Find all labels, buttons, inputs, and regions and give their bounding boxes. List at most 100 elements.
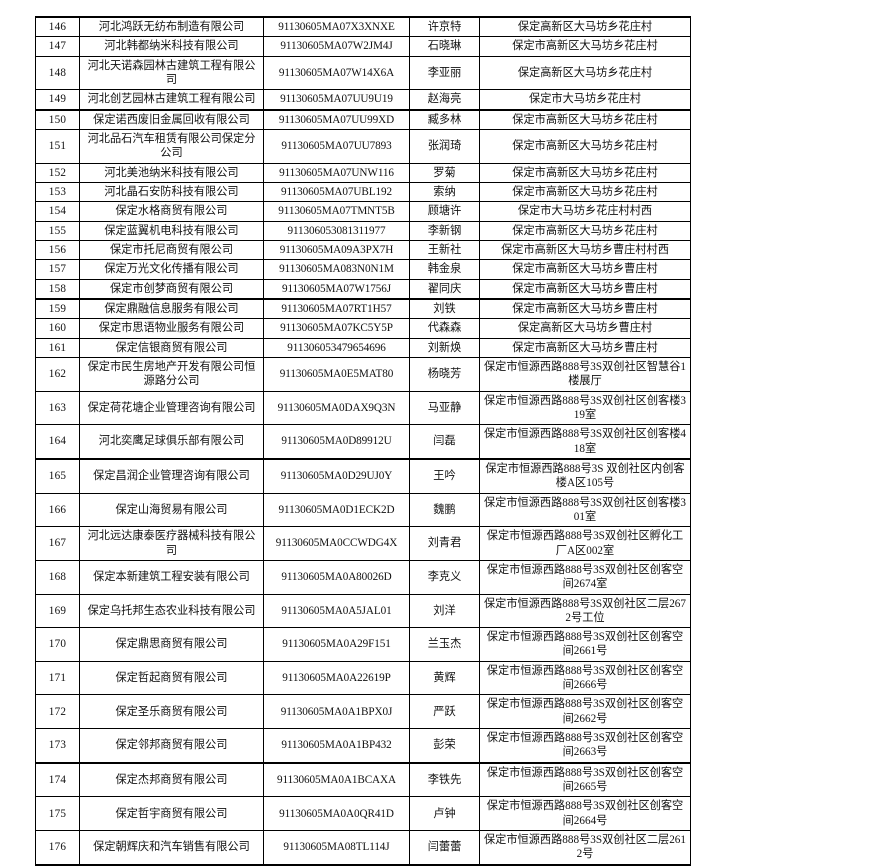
cell-company-name: 保定万光文化传播有限公司 [79,259,264,280]
cell-legal-person: 李新钢 [409,220,480,241]
cell-credit-code: 91130605MA0A1BCAXA [263,761,410,798]
cell-company-name: 保定哲宇商贸有限公司 [79,796,264,832]
cell-credit-code: 91130605MA07UBL192 [263,181,410,203]
table-row: 160 保定市思语物业服务有限公司 91130605MA07KC5Y5P 代森森 保定高… [35,318,691,339]
table-row: 174 保定杰邦商贸有限公司 91130605MA0A1BCAXA 李铁先 保定市恒源西… [35,761,691,798]
cell-company-name: 河北鸿跃无纺布制造有限公司 [79,16,264,38]
cell-legal-person: 杨晓芳 [409,356,480,392]
cell-credit-code: 91130605MA0A80026D [263,559,410,595]
cell-company-name: 河北韩都纳米科技有限公司 [79,36,264,57]
cell-credit-code: 91130605MA07RT1H57 [263,297,410,320]
cell-legal-person: 许京特 [409,16,480,38]
cell-credit-code: 91130605MA0A1BP432 [263,728,410,764]
cell-credit-code: 91130605MA07W1756J [263,278,410,300]
cell-index: 148 [35,55,80,91]
cell-credit-code: 91130605MA083N0N1M [263,259,410,280]
cell-address: 保定市恒源西路888号3S双创社区创客空间2661号 [479,627,691,662]
cell-index: 164 [35,424,80,460]
cell-address: 保定市恒源西路888号3S双创社区创客空间2664号 [479,796,691,832]
cell-credit-code: 91130605MA0A22619P [263,660,410,696]
cell-index: 162 [35,356,80,392]
cell-index: 156 [35,239,80,261]
cell-legal-person: 王新社 [409,239,480,261]
cell-credit-code: 91130605MA07W14X6A [263,55,410,91]
table-row: 164 河北奕鹰足球俱乐部有限公司 91130605MA0D89912U 闫磊 保定市恒… [35,424,691,460]
cell-legal-person: 刘洋 [409,593,480,629]
cell-company-name: 保定本新建筑工程安装有限公司 [79,559,264,595]
cell-legal-person: 罗菊 [409,162,480,183]
cell-index: 172 [35,694,80,730]
cell-index: 150 [35,108,80,130]
cell-index: 163 [35,390,80,426]
cell-credit-code: 91130605MA0A0QR41D [263,796,410,832]
table-row: 165 保定昌润企业管理咨询有限公司 91130605MA0D29UJ0Y 王吟 保定市… [35,457,691,494]
cell-credit-code: 91130605MA07UU7893 [263,128,410,164]
cell-legal-person: 兰玉杰 [409,627,480,662]
cell-index: 149 [35,89,80,111]
registration-table-container: 146 河北鸿跃无纺布制造有限公司 91130605MA07X3XNXE 许京特 保定高… [35,16,691,866]
table-row: 166 保定山海贸易有限公司 91130605MA0D1ECK2D 魏鹏 保定市恒源西路… [35,492,691,528]
cell-credit-code: 91130605MA07UNW116 [263,162,410,183]
cell-credit-code: 91130605MA08TL114J [263,830,410,866]
table-row: 168 保定本新建筑工程安装有限公司 91130605MA0A80026D 李克义 保定… [35,559,691,595]
cell-address: 保定市高新区大马坊乡花庄村 [479,220,691,241]
cell-credit-code: 91130605MA09A3PX7H [263,239,410,261]
table-row: 152 河北美池纳米科技有限公司 91130605MA07UNW116 罗菊 保定市高新… [35,162,691,183]
cell-legal-person: 严跃 [409,694,480,730]
cell-legal-person: 顾塘许 [409,201,480,222]
cell-legal-person: 臧多林 [409,108,480,130]
table-row: 175 保定哲宇商贸有限公司 91130605MA0A0QR41D 卢钟 保定市恒源西路… [35,796,691,832]
table-row: 163 保定荷花塘企业管理咨询有限公司 91130605MA0DAX9Q3N 马亚静保… [35,390,691,426]
table-row: 176 保定朝辉庆和汽车销售有限公司 91130605MA08TL114J 闫蕾蕾 保定… [35,830,691,866]
cell-legal-person: 代森森 [409,318,480,339]
cell-index: 154 [35,201,80,222]
registration-table: 146 河北鸿跃无纺布制造有限公司 91130605MA07X3XNXE 许京特 保定高… [35,16,691,866]
cell-address: 保定高新区大马坊乡曹庄村 [479,318,691,339]
cell-credit-code: 91130605MA07KC5Y5P [263,318,410,339]
cell-credit-code: 91130605MA07UU99XD [263,108,410,130]
cell-company-name: 保定乌托邦生态农业科技有限公司 [79,593,264,629]
cell-legal-person: 李铁先 [409,761,480,798]
cell-address: 保定市大马坊乡花庄村 [479,89,691,111]
cell-legal-person: 卢钟 [409,796,480,832]
cell-legal-person: 赵海亮 [409,89,480,111]
cell-legal-person: 黄辉 [409,660,480,696]
cell-credit-code: 91130605MA0A5JAL01 [263,593,410,629]
table-row: 161 保定信银商贸有限公司 911306053479654696 刘新焕 保定市高新区… [35,337,691,358]
cell-address: 保定市高新区大马坊乡花庄村 [479,36,691,57]
cell-address: 保定高新区大马坊乡花庄村 [479,16,691,38]
cell-company-name: 保定邻邦商贸有限公司 [79,728,264,764]
table-row: 151 河北品石汽车租赁有限公司保定分公司 91130605MA07UU7893 张润… [35,128,691,164]
cell-index: 165 [35,457,80,494]
cell-index: 167 [35,526,80,561]
cell-legal-person: 李亚丽 [409,55,480,91]
cell-company-name: 河北远达康泰医疗器械科技有限公司 [79,526,264,561]
cell-address: 保定市恒源西路888号3S双创社区创客楼319室 [479,390,691,426]
cell-index: 168 [35,559,80,595]
cell-address: 保定市高新区大马坊乡花庄村 [479,108,691,130]
cell-company-name: 保定市创梦商贸有限公司 [79,278,264,300]
cell-legal-person: 索纳 [409,181,480,203]
table-row: 170 保定鼎思商贸有限公司 91130605MA0A29F151 兰玉杰 保定市恒源西… [35,627,691,662]
cell-credit-code: 91130605MA0D1ECK2D [263,492,410,528]
cell-company-name: 保定荷花塘企业管理咨询有限公司 [79,390,264,426]
cell-address: 保定市恒源西路888号3S双创社区创客空间2662号 [479,694,691,730]
cell-index: 170 [35,627,80,662]
cell-credit-code: 91130605MA0DAX9Q3N [263,390,410,426]
table-row: 159 保定鼎融信息服务有限公司 91130605MA07RT1H57 刘铁 保定市高新… [35,297,691,320]
cell-address: 保定市高新区大马坊乡曹庄村 [479,259,691,280]
cell-index: 157 [35,259,80,280]
cell-address: 保定市恒源西路888号3S 双创社区内创客楼A区105号 [479,457,691,494]
cell-address: 保定市恒源西路888号3S双创社区孵化工厂A区002室 [479,526,691,561]
table-row: 156 保定市托尼商贸有限公司 91130605MA09A3PX7H 王新社 保定市高新… [35,239,691,261]
cell-legal-person: 魏鹏 [409,492,480,528]
cell-address: 保定市恒源西路888号3S双创社区二层2672号工位 [479,593,691,629]
cell-company-name: 保定蓝翼机电科技有限公司 [79,220,264,241]
cell-company-name: 保定水格商贸有限公司 [79,201,264,222]
cell-index: 159 [35,297,80,320]
cell-company-name: 河北奕鹰足球俱乐部有限公司 [79,424,264,460]
table-row: 158 保定市创梦商贸有限公司 91130605MA07W1756J 翟同庆 保定市高新… [35,278,691,300]
cell-address: 保定市高新区大马坊乡花庄村 [479,181,691,203]
cell-index: 175 [35,796,80,832]
table-row: 148 河北天诺森园林古建筑工程有限公司 91130605MA07W14X6A 李亚丽… [35,55,691,91]
